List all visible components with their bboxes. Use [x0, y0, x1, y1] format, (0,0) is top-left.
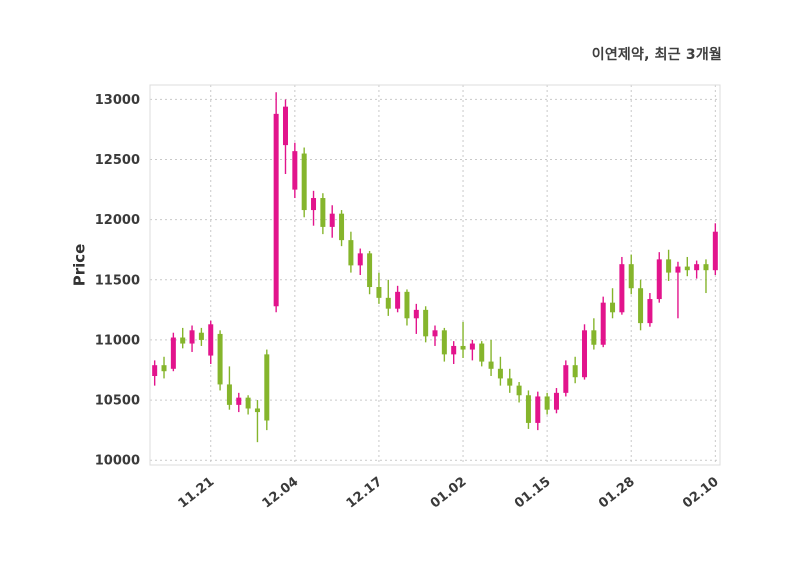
y-tick-label: 12500 — [95, 153, 140, 168]
candle-body — [385, 297, 391, 309]
candle-body — [703, 264, 709, 271]
candle-body — [311, 198, 317, 211]
candle-body — [282, 106, 288, 146]
candle-body — [619, 264, 625, 313]
x-tick-label: 12.17 — [344, 474, 386, 511]
candle-body — [516, 385, 522, 396]
candle-body — [441, 330, 447, 355]
candle-body — [395, 291, 401, 309]
candle-body — [254, 408, 260, 413]
candle-body — [273, 113, 279, 307]
candle-body — [339, 213, 345, 241]
candle-body — [348, 240, 354, 266]
y-tick-label: 10500 — [95, 394, 140, 409]
candle-body — [432, 330, 438, 337]
candle-body — [553, 392, 559, 410]
candle-body — [404, 291, 410, 319]
candle-body — [628, 264, 634, 289]
candle-body — [488, 361, 494, 369]
chart-title: 이연제약, 최근 3개월 — [591, 47, 722, 63]
x-tick-label: 02.10 — [680, 474, 722, 511]
candle-body — [675, 266, 681, 273]
candle-body — [189, 330, 195, 344]
candle-body — [152, 365, 158, 377]
candle-body — [525, 395, 531, 423]
x-tick-label: 01.28 — [596, 474, 638, 511]
candle-body — [535, 396, 541, 423]
candle-body — [572, 365, 578, 378]
candle-body — [292, 151, 298, 190]
candle-body — [656, 259, 662, 300]
candle-body — [226, 384, 232, 405]
candle-body — [170, 337, 176, 369]
candle-body — [320, 198, 326, 227]
candle-body — [329, 213, 335, 227]
candle-body — [638, 288, 644, 324]
candle-body — [469, 343, 475, 350]
candle-body — [497, 368, 503, 379]
candle-body — [684, 266, 690, 271]
candle-body — [712, 231, 718, 271]
candle-body — [264, 354, 270, 421]
candle-body — [357, 253, 363, 266]
candle-body — [198, 332, 204, 340]
candle-body — [217, 333, 223, 385]
x-tick-label: 01.02 — [428, 474, 470, 511]
candle-body — [544, 396, 550, 410]
candle-body — [507, 378, 513, 386]
candle-body — [479, 343, 485, 362]
candle-body — [367, 253, 373, 288]
candle-body — [563, 365, 569, 393]
candle-body — [376, 287, 382, 298]
candle-body — [460, 345, 466, 350]
candle-body — [582, 330, 588, 378]
candle-body — [301, 153, 307, 211]
candle-body — [236, 397, 242, 405]
candle-body — [600, 302, 606, 345]
candle-body — [208, 324, 214, 356]
y-tick-label: 12000 — [95, 213, 140, 228]
x-tick-label: 11.21 — [176, 474, 218, 511]
candle-body — [413, 309, 419, 319]
x-tick-label: 12.04 — [260, 474, 302, 511]
candle-body — [610, 302, 616, 313]
y-tick-label: 11000 — [95, 333, 140, 348]
candle-body — [423, 309, 429, 337]
candle-body — [180, 337, 186, 344]
y-tick-label: 10000 — [95, 454, 140, 469]
candle-body — [647, 299, 653, 324]
candle-body — [694, 264, 700, 271]
candle-body — [161, 365, 167, 372]
candle-body — [245, 397, 251, 409]
plot-border — [149, 84, 721, 466]
x-tick-label: 01.15 — [512, 474, 554, 511]
candle-body — [591, 330, 597, 345]
candle-body — [451, 345, 457, 355]
y-tick-label: 13000 — [95, 93, 140, 108]
candle-body — [666, 259, 672, 273]
y-tick-label: 11500 — [95, 273, 140, 288]
